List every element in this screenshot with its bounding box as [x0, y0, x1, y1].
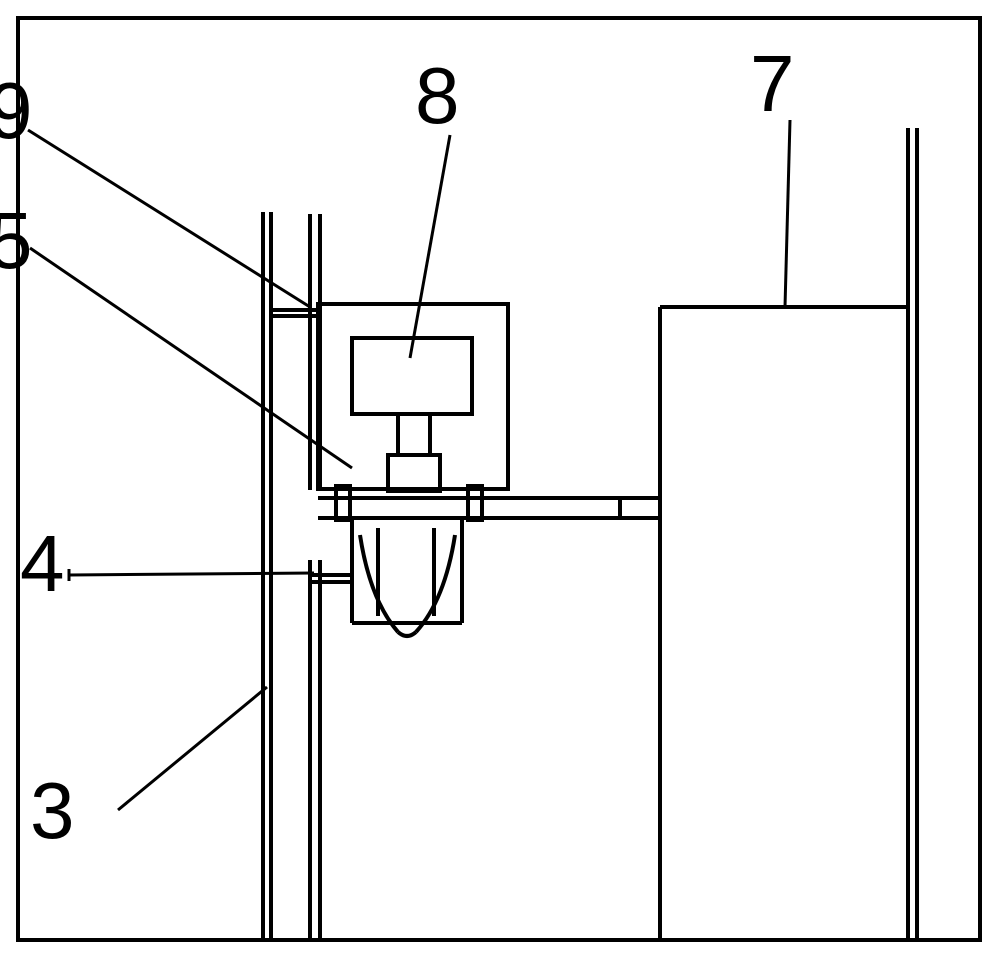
coupling-box — [388, 455, 440, 491]
leader-9 — [28, 130, 310, 307]
label-3: 3 — [30, 765, 75, 857]
outer-frame — [18, 18, 980, 940]
diagram-container: 3 4 5 9 8 7 — [0, 0, 1000, 957]
leader-lines — [28, 120, 790, 810]
belt-bottom — [398, 632, 416, 636]
leader-3 — [118, 687, 267, 810]
leader-7 — [785, 120, 790, 307]
label-7: 7 — [750, 38, 795, 130]
leader-4-h — [69, 573, 314, 575]
leader-8 — [410, 135, 450, 358]
label-5: 5 — [0, 195, 33, 287]
bolt-right — [468, 486, 482, 520]
bolt-left — [336, 486, 350, 520]
label-9: 9 — [0, 65, 33, 157]
diagram-svg — [0, 0, 1000, 957]
label-4: 4 — [20, 518, 65, 610]
top-housing — [318, 304, 508, 489]
leader-5 — [30, 248, 352, 468]
label-8: 8 — [415, 50, 460, 142]
